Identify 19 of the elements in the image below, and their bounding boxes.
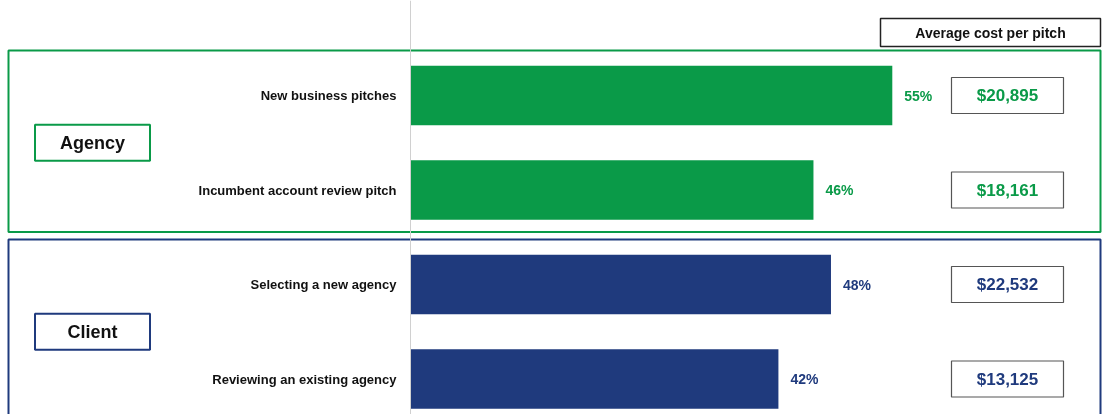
y-tick-label: Incumbent account review pitch	[198, 182, 397, 198]
text: $22,532	[976, 275, 1039, 294]
data-label: 42%	[790, 371, 819, 387]
y-tick-label: Reviewing an existing agency	[212, 371, 398, 387]
y-tick-label: Selecting a new agency	[250, 277, 398, 292]
bar	[410, 160, 814, 220]
text: Client	[67, 321, 118, 342]
bar	[410, 65, 893, 126]
text: Average cost per pitch	[915, 24, 1066, 41]
text: $20,895	[976, 86, 1039, 105]
data-label: 48%	[842, 276, 872, 293]
y-tick-label: New business pitches	[260, 88, 397, 103]
text: $13,125	[976, 369, 1039, 389]
data-label: 55%	[904, 87, 933, 104]
bar	[410, 349, 779, 409]
text: Agency	[59, 132, 126, 153]
text: $18,161	[976, 180, 1039, 200]
data-label: 46%	[825, 182, 855, 198]
bar	[410, 254, 831, 315]
